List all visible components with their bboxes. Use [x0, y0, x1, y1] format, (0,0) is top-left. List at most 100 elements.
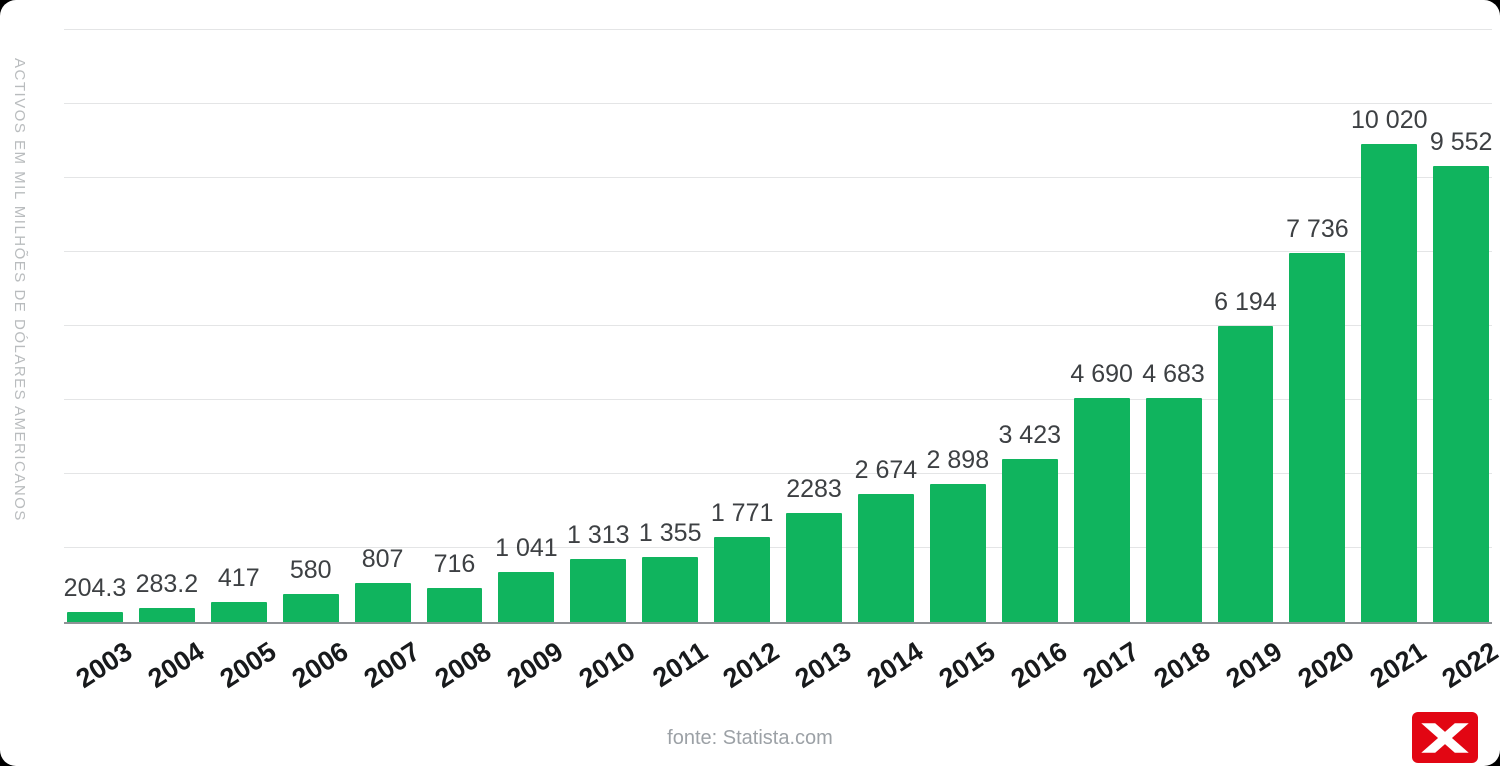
x-label-column: 2016	[1002, 624, 1072, 710]
x-label-column: 2015	[930, 624, 1000, 710]
gridline	[64, 103, 1492, 104]
x-label-column: 2011	[642, 624, 712, 710]
bar	[642, 557, 699, 622]
x-axis-label: 2004	[142, 636, 210, 694]
bar	[210, 602, 267, 622]
x-axis-label: 2006	[286, 636, 354, 694]
x-label-column: 2014	[858, 624, 929, 710]
x-axis-label: 2018	[1149, 636, 1216, 694]
bar-column: 1 041	[495, 30, 558, 622]
bar-column: 1 313	[567, 30, 630, 622]
bar-value-label: 7 736	[1286, 214, 1349, 243]
bar	[282, 594, 339, 622]
x-label-column: 2020	[1289, 624, 1360, 710]
x-axis-label: 2015	[933, 636, 1001, 694]
gridline	[64, 473, 1492, 474]
bar	[426, 587, 483, 622]
x-label-column: 2003	[67, 624, 138, 710]
x-axis-label: 2014	[861, 636, 929, 694]
x-axis: 2003 2004 2005 2006 2007 2008 2009 2010 2011 2012…	[64, 624, 1500, 710]
bar	[1361, 143, 1418, 622]
bar-column: 10 020	[1351, 30, 1428, 622]
bar	[857, 494, 914, 622]
gridline	[64, 177, 1492, 178]
bar	[498, 572, 555, 622]
y-axis-title: ACTIVOS EM MIL MILHÕES DE DÓLARES AMERIC…	[11, 58, 28, 522]
bar	[1217, 326, 1274, 622]
x-label-column: 2013	[786, 624, 857, 710]
bar-column: 6 194	[1214, 30, 1277, 622]
xtb-logo-x-icon	[1421, 722, 1469, 753]
x-axis-label: 2016	[1005, 636, 1073, 694]
x-label-column: 2009	[498, 624, 569, 710]
gridline	[64, 325, 1492, 326]
x-axis-label: 2020	[1292, 636, 1360, 694]
bar-value-label: 6 194	[1214, 288, 1277, 317]
bar-column: 3 423	[998, 30, 1061, 622]
bar-column: 204.3	[64, 30, 126, 622]
x-axis-label: 2013	[789, 636, 857, 694]
x-axis-label: 2021	[1364, 636, 1432, 694]
x-axis-label: 2019	[1221, 636, 1288, 694]
bar-value-label: 2 898	[926, 445, 990, 474]
bar-value-label: 2283	[786, 475, 842, 504]
bar-value-label: 417	[217, 564, 260, 593]
bar	[1289, 252, 1346, 622]
bar	[138, 608, 195, 622]
bar-column: 807	[354, 30, 411, 622]
bar	[714, 537, 771, 622]
bar-value-label: 3 423	[998, 420, 1062, 449]
bar-column: 417	[210, 30, 267, 622]
x-label-column: 2005	[211, 624, 281, 710]
bar-column: 2 898	[927, 30, 989, 622]
gridline	[64, 251, 1492, 252]
bar-value-label: 9 552	[1429, 127, 1493, 156]
bar	[1073, 398, 1130, 622]
x-axis-label: 2022	[1436, 636, 1500, 694]
x-label-column: 2022	[1433, 624, 1500, 710]
gridline	[64, 29, 1492, 30]
bar-value-label: 580	[289, 556, 332, 585]
x-axis-label: 2009	[502, 636, 569, 694]
bar-column: 2 674	[855, 30, 917, 622]
x-label-column: 2008	[427, 624, 497, 710]
x-axis-label: 2003	[70, 636, 138, 694]
bar	[929, 483, 986, 622]
bar-column: 1 355	[639, 30, 701, 622]
bar-column: 7 736	[1286, 30, 1349, 622]
x-label-column: 2017	[1074, 624, 1144, 710]
bar-value-label: 204.3	[63, 574, 127, 603]
bar-value-label: 2 674	[854, 456, 918, 485]
x-label-column: 2018	[1146, 624, 1216, 710]
x-axis-label: 2017	[1077, 636, 1144, 694]
x-axis-label: 2011	[647, 636, 713, 694]
x-label-column: 2006	[283, 624, 353, 710]
bar	[1001, 458, 1058, 622]
x-label-column: 2012	[714, 624, 785, 710]
bar-column: 283.2	[136, 30, 198, 622]
x-axis-label: 2010	[573, 636, 641, 694]
bar-value-label: 1 355	[638, 519, 702, 548]
bar-column: 4 690	[1070, 30, 1133, 622]
bar-column: 4 683	[1142, 30, 1205, 622]
xtb-logo	[1412, 712, 1478, 763]
bar-column: 716	[426, 30, 483, 622]
bar	[354, 583, 411, 622]
bar	[1433, 165, 1490, 622]
bar-value-label: 716	[433, 549, 476, 578]
gridline	[64, 399, 1492, 400]
bar	[1145, 398, 1202, 622]
bar	[786, 513, 842, 622]
x-label-column: 2021	[1361, 624, 1432, 710]
source-caption: fonte: Statista.com	[667, 727, 833, 749]
bar-value-label: 283.2	[135, 570, 199, 599]
bar-column: 9 552	[1430, 30, 1492, 622]
bar-value-label: 1 041	[495, 534, 558, 563]
bar-column: 580	[282, 30, 339, 622]
bar-value-label: 807	[361, 545, 404, 574]
bar-value-label: 4 683	[1142, 360, 1205, 389]
x-label-column: 2010	[570, 624, 641, 710]
x-axis-label: 2007	[358, 636, 425, 694]
x-axis-label: 2008	[430, 636, 497, 694]
